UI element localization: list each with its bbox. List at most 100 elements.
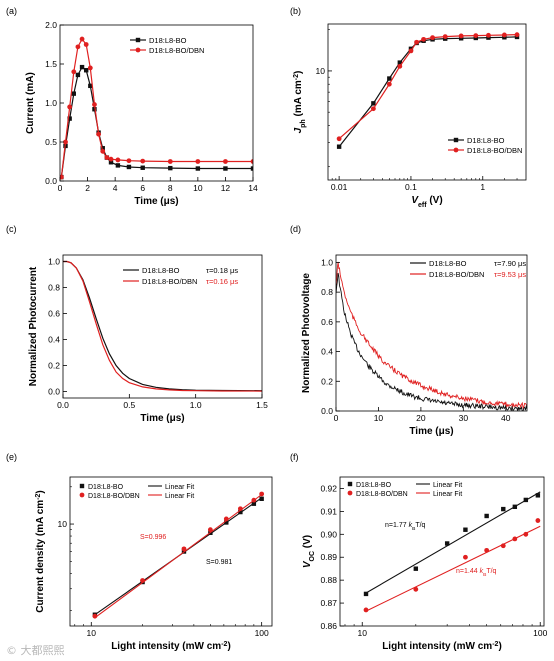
data-point [88, 83, 93, 89]
legend-label: D18:L8-BO/DBN [88, 493, 140, 500]
data-point [224, 520, 229, 525]
x-tick-label: 0 [58, 183, 63, 193]
data-point [79, 36, 85, 42]
plot-area [92, 491, 265, 619]
data-point [336, 136, 342, 142]
text-part: T/q [415, 522, 425, 529]
legend-marker [453, 147, 459, 153]
legend-fit-label: Linear Fit [165, 493, 194, 500]
ideality-label-dbn: n=1.44 kBT/q [456, 568, 497, 578]
y-tick-label: 1.0 [321, 257, 333, 267]
data-point [371, 101, 376, 106]
data-point [104, 155, 110, 161]
legend-label: D18:L8-BO/DBN [149, 46, 204, 55]
text-part: k [480, 568, 484, 575]
data-point [523, 497, 529, 503]
series-line-1 [336, 272, 527, 411]
y-tick-label: 1.0 [45, 98, 57, 108]
y-tick-label: 0.0 [45, 176, 57, 186]
text-part: ) [498, 641, 501, 652]
data-point [413, 586, 419, 592]
data-point [501, 32, 507, 38]
data-point [223, 159, 228, 164]
slope-label-bo: S=0.981 [206, 559, 232, 566]
y-axis-label: Jph (mA cm-2) [293, 71, 307, 134]
x-axis-label: Light intensity (mW cm-2) [111, 641, 231, 653]
data-point [463, 527, 468, 532]
data-point [96, 131, 101, 137]
legend-marker [135, 37, 141, 43]
x-tick-label: 0.1 [405, 182, 417, 192]
data-point [363, 591, 369, 597]
y-axis-label: Normalized Photocurrent [28, 266, 39, 386]
text-part: V [411, 195, 419, 206]
panel-label: (c) [6, 224, 17, 234]
axes-frame [335, 254, 528, 412]
data-point [535, 493, 541, 498]
text-part: -2 [221, 641, 227, 648]
panel-label: (e) [6, 452, 17, 462]
watermark-text: © 大都熙熙 [6, 644, 65, 657]
legend-tau: τ=0.16 μs [206, 277, 238, 286]
data-point [100, 146, 105, 151]
panel-label: (f) [290, 452, 299, 462]
legend-label: D18:L8-BO/DBN [467, 146, 522, 155]
data-point [168, 165, 173, 171]
data-point [535, 518, 541, 523]
slope-label-dbn: S=0.996 [140, 534, 166, 541]
y-tick-label: 0.8 [321, 287, 333, 297]
data-point [223, 516, 229, 522]
data-point [67, 116, 72, 121]
y-axis-label: Current density (mA cm-2) [35, 490, 47, 613]
data-point [387, 76, 392, 81]
data-point [473, 33, 479, 39]
y-tick-label: 0.91 [320, 506, 337, 516]
data-point [195, 166, 201, 171]
legend-marker [347, 490, 353, 496]
data-point [207, 527, 213, 533]
series-line-2 [336, 261, 527, 410]
text-part: T/q [486, 568, 496, 575]
text-part: (mA cm [293, 80, 304, 119]
data-point [397, 60, 403, 65]
data-point [75, 44, 81, 50]
legend-label: D18:L8-BO [467, 136, 505, 145]
data-point [67, 104, 73, 110]
x-tick-label: 2 [85, 183, 90, 193]
data-point [140, 578, 145, 583]
data-point [397, 63, 403, 69]
plot-area [63, 260, 262, 392]
panel-f: (f) 10 100 0.86 0.87 0.88 0.89 0.90 0.91 0.92 Ligh… [290, 452, 548, 652]
panel-label: (d) [290, 224, 301, 234]
data-point [126, 158, 132, 164]
data-point [251, 497, 257, 503]
data-point [442, 34, 448, 40]
x-tick-label: 0.5 [123, 400, 135, 410]
data-point [223, 166, 228, 171]
x-tick-label: 100 [533, 628, 547, 638]
x-tick-label: 10 [358, 628, 368, 638]
x-axis-label: Time (μs) [134, 196, 178, 207]
legend-label: D18:L8-BO [149, 36, 187, 45]
legend-label: D18:L8-BO [429, 259, 467, 268]
panel-b: (b) 0.01 0.1 1 10 Veff (V) Jph (mA cm-2) D18:L8… [290, 6, 527, 209]
x-tick-label: 6 [140, 183, 145, 193]
legend-label: D18:L8-BO [88, 484, 124, 491]
axes-frame [339, 476, 545, 627]
data-point [484, 513, 489, 519]
text-part: -2 [492, 641, 498, 648]
y-tick-label: 0.87 [320, 598, 337, 608]
legend-label: D18:L8-BO/DBN [142, 277, 197, 286]
data-point [83, 68, 89, 73]
series-line-2 [60, 37, 253, 178]
text-part: (V) [427, 195, 443, 206]
x-tick-label: 0.0 [57, 400, 69, 410]
x-tick-label: 20 [416, 413, 426, 423]
y-tick-label: 10 [58, 519, 68, 529]
data-point [115, 163, 121, 168]
x-tick-label: 14 [248, 183, 258, 193]
series-line-2 [338, 34, 518, 140]
y-tick-label: 0.6 [48, 309, 60, 319]
legend-tau: τ=9.53 μs [494, 270, 526, 279]
data-point [79, 64, 85, 70]
